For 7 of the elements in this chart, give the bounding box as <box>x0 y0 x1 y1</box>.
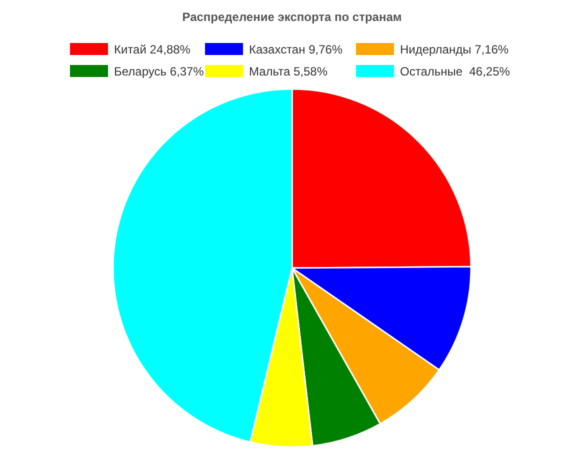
chart-title: Распределение экспорта по странам <box>182 10 402 24</box>
legend-label: Беларусь 6,37% <box>114 64 204 78</box>
legend-label: Мальта 5,58% <box>249 64 328 78</box>
legend-label: Казахстан 9,76% <box>249 42 343 56</box>
legend-label: Китай 24,88% <box>114 42 191 56</box>
legend-label: Остальные 46,25% <box>400 64 510 78</box>
legend-label: Нидерланды 7,16% <box>400 42 509 56</box>
